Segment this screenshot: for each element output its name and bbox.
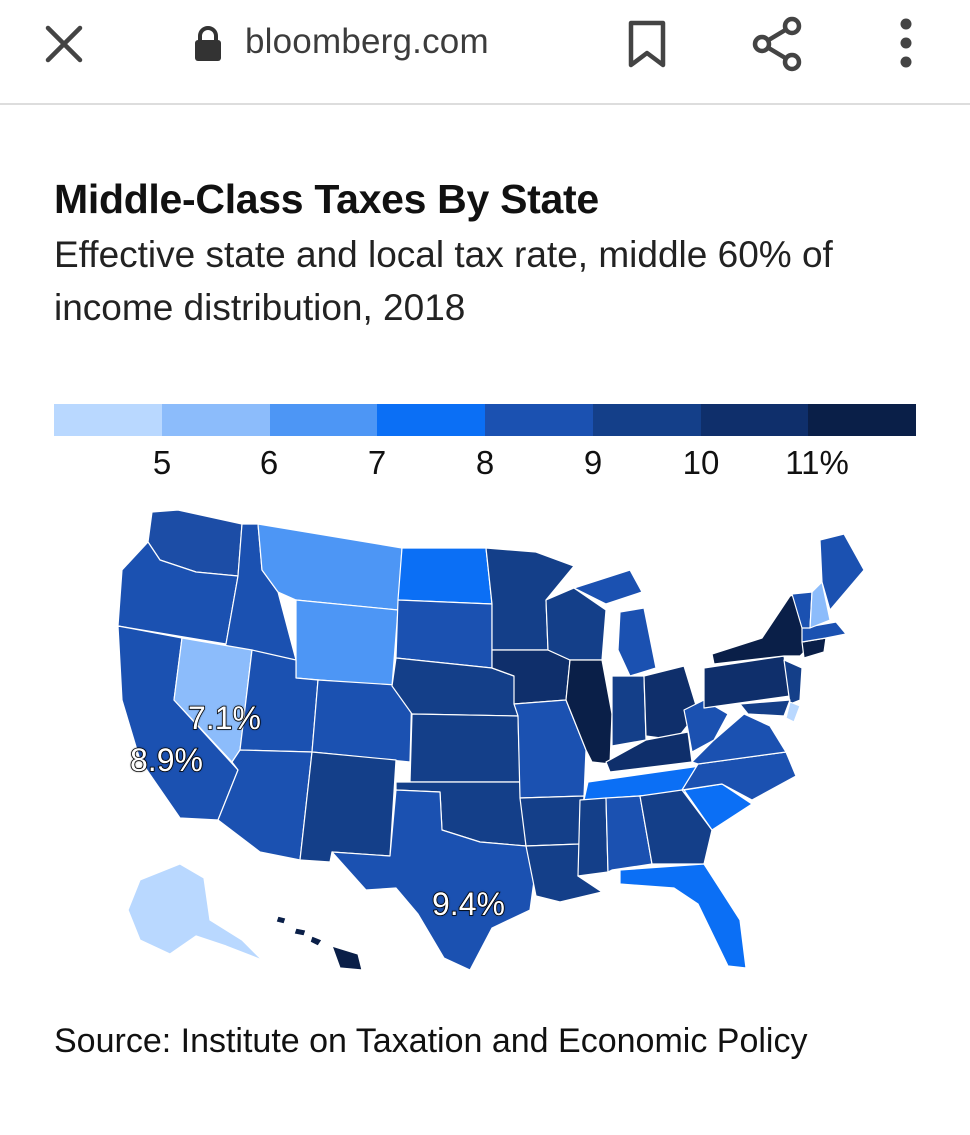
legend-swatch xyxy=(592,404,701,436)
map-label-texas: 9.4% xyxy=(431,885,506,923)
state-illinois xyxy=(565,659,613,765)
state-georgia xyxy=(639,789,713,865)
share-icon[interactable] xyxy=(750,16,804,72)
state-new-jersey xyxy=(783,659,803,705)
legend-swatch xyxy=(161,404,270,436)
state-alabama xyxy=(605,795,653,873)
legend-swatch xyxy=(377,404,485,436)
state-new-york xyxy=(711,591,809,665)
legend-tick: 9 xyxy=(583,444,603,481)
browser-toolbar: bloomberg.com xyxy=(0,0,970,105)
legend-tick: 10 xyxy=(682,444,720,481)
legend-tick: 8 xyxy=(475,444,495,481)
us-choropleth-map xyxy=(117,509,865,971)
state-south-dakota xyxy=(395,599,493,669)
color-legend xyxy=(54,404,916,436)
source-note: Source: Institute on Taxation and Econom… xyxy=(54,1022,808,1060)
close-icon[interactable] xyxy=(44,24,84,64)
legend-swatch xyxy=(54,404,162,436)
chart-subtitle: Effective state and local tax rate, midd… xyxy=(54,234,833,328)
state-texas xyxy=(331,789,537,971)
state-indiana xyxy=(611,675,647,747)
state-alaska xyxy=(127,863,263,961)
state-kansas xyxy=(409,713,521,783)
state-michigan-up xyxy=(573,569,643,605)
state-michigan xyxy=(617,607,657,677)
chart-title: Middle-Class Taxes By State xyxy=(54,176,599,222)
state-maryland xyxy=(739,699,791,717)
legend-tick: 5 xyxy=(152,444,172,481)
state-kentucky xyxy=(605,731,693,773)
bookmark-icon[interactable] xyxy=(626,20,668,68)
state-hawaii xyxy=(275,915,363,971)
map-label-california: 8.9% xyxy=(129,741,204,779)
legend-swatch xyxy=(808,404,916,436)
state-maine xyxy=(819,533,865,611)
legend-swatch xyxy=(269,404,378,436)
state-new-mexico xyxy=(299,751,397,863)
legend-tick: 11% xyxy=(785,444,849,481)
state-delaware xyxy=(785,701,801,723)
legend-tick: 6 xyxy=(259,444,279,481)
state-mississippi xyxy=(577,797,609,877)
map-label-nevada: 7.1% xyxy=(187,699,262,737)
url-text[interactable]: bloomberg.com xyxy=(245,22,489,61)
state-florida xyxy=(619,863,747,969)
legend-tick: 7 xyxy=(367,444,387,481)
legend-swatch xyxy=(485,404,593,436)
lock-icon xyxy=(195,26,221,61)
state-new-hampshire xyxy=(809,581,831,629)
state-north-dakota xyxy=(397,547,493,605)
more-options-icon[interactable] xyxy=(896,18,916,68)
legend-ticks: 5 6 7 8 9 10 11% xyxy=(0,444,970,484)
state-arkansas xyxy=(519,795,585,847)
legend-swatch xyxy=(700,404,809,436)
state-wyoming xyxy=(295,599,399,687)
